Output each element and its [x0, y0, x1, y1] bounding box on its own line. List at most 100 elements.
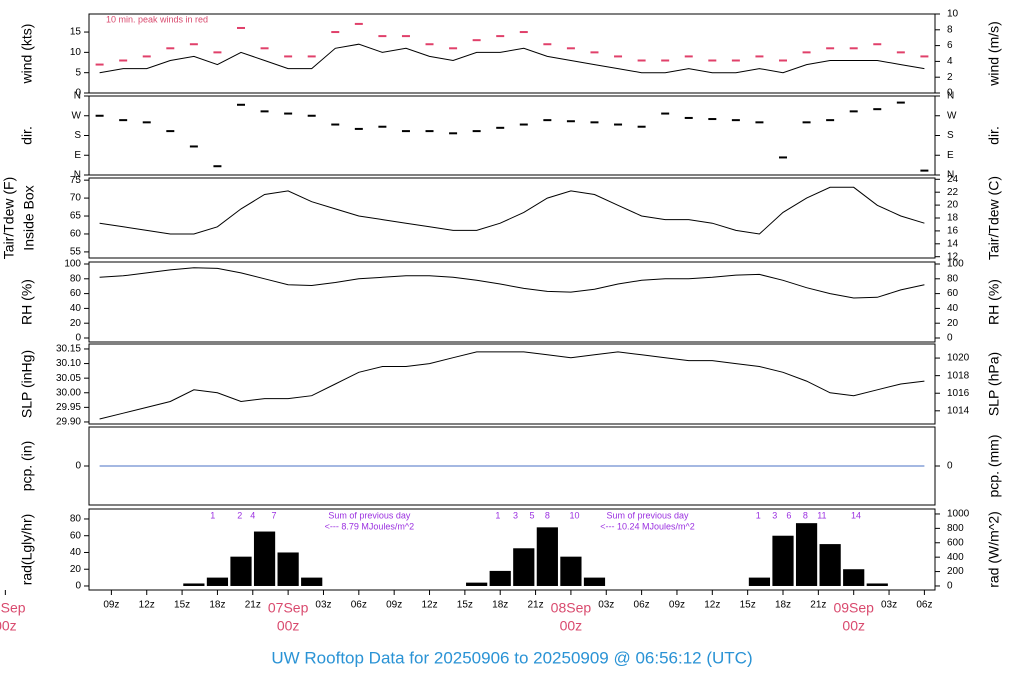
panel-frame [88, 261, 936, 343]
y-tick-label: W [72, 110, 82, 121]
y-tick-label: 30.15 [56, 344, 81, 355]
bar [748, 577, 771, 586]
y-tick-label: 30.00 [56, 387, 81, 398]
y-tick-label: 65 [70, 211, 82, 222]
panel-frame [88, 508, 936, 591]
y-tick-label: 100 [64, 259, 81, 270]
y2-axis-label: RH (%) [986, 279, 1002, 325]
day-hour-label: 00z [277, 618, 300, 634]
y-axis-label: dir. [19, 126, 35, 145]
y2-tick-label: 1016 [947, 388, 970, 399]
day-label: 06Sep [0, 600, 26, 616]
y-tick-label: 0 [75, 333, 81, 344]
bar [277, 552, 299, 586]
y2-axis-label: rad (W/m^2) [986, 511, 1002, 588]
y-axis-label: pcp. (in) [19, 441, 35, 492]
y2-tick-label: 40 [947, 303, 959, 314]
y2-tick-label: 100 [947, 259, 964, 270]
y2-tick-label: 6 [947, 40, 953, 51]
bar [843, 569, 865, 586]
x-tick-label: 03z [598, 600, 614, 611]
hour-marker: 1 [495, 510, 500, 520]
hour-marker: 1 [756, 510, 761, 520]
y2-tick-label: 24 [947, 174, 959, 185]
y-tick-label: 20 [70, 564, 82, 575]
x-tick-label: 09z [386, 600, 402, 611]
y2-tick-label: 0 [947, 88, 953, 99]
y2-tick-label: 20 [947, 200, 959, 211]
x-tick-label: 03z [881, 600, 897, 611]
y2-tick-label: 60 [947, 288, 959, 299]
y2-tick-label: 10 [947, 9, 959, 20]
bar [206, 577, 229, 586]
data-line [99, 186, 925, 235]
bar [772, 535, 794, 586]
x-tick-label: 06z [351, 600, 367, 611]
bar [560, 556, 582, 586]
bar [583, 577, 606, 586]
chart-title: UW Rooftop Data for 20250906 to 20250909… [271, 648, 752, 667]
y2-tick-label: E [947, 150, 954, 161]
y-tick-label: N [74, 170, 81, 181]
annotation: <--- 8.79 MJoules/m^2 [325, 521, 415, 531]
day-hour-label: 00z [842, 618, 865, 634]
y-axis-label: wind (kts) [19, 24, 35, 85]
x-tick-label: 09z [103, 600, 119, 611]
y-axis-label: RH (%) [19, 279, 35, 325]
x-tick-label: 21z [245, 600, 261, 611]
y2-tick-label: 4 [947, 56, 953, 67]
y-tick-label: 80 [70, 273, 82, 284]
y-tick-label: S [74, 130, 81, 141]
x-tick-label: 12z [421, 600, 437, 611]
y2-tick-label: 8 [947, 24, 953, 35]
y-tick-label: 30.05 [56, 373, 81, 384]
panel-frame [88, 343, 936, 425]
y2-tick-label: N [947, 170, 954, 181]
y-tick-label: 60 [70, 288, 82, 299]
bar [795, 523, 818, 586]
y-axis-label: Inside Box [21, 185, 37, 250]
x-tick-label: 12z [704, 600, 720, 611]
y-tick-label: 75 [70, 175, 82, 186]
y-tick-label: 60 [70, 530, 82, 541]
day-label: 09Sep [833, 600, 874, 616]
y2-tick-label: 200 [947, 566, 964, 577]
y2-tick-label: 1020 [947, 353, 970, 364]
y-axis-label: rad(Lgly/hr) [19, 514, 35, 586]
hour-marker: 5 [530, 510, 535, 520]
hour-marker: 10 [569, 510, 579, 520]
hour-marker: 8 [545, 510, 550, 520]
y2-tick-label: 16 [947, 226, 959, 237]
hour-marker: 7 [271, 510, 276, 520]
hour-marker: 4 [250, 510, 255, 520]
x-tick-label: 06z [634, 600, 650, 611]
y2-tick-label: 14 [947, 238, 959, 249]
hour-marker: 1 [210, 510, 215, 520]
y-tick-label: 60 [70, 229, 82, 240]
y-tick-label: 29.95 [56, 402, 81, 413]
y-tick-label: 0 [75, 88, 81, 99]
day-hour-label: 00z [560, 618, 583, 634]
y2-axis-label: SLP (hPa) [986, 352, 1002, 416]
x-tick-label: 15z [740, 600, 756, 611]
y2-tick-label: 1018 [947, 370, 970, 381]
bar [819, 544, 841, 586]
bar [513, 548, 535, 586]
y-axis-label: SLP (inHg) [19, 350, 35, 418]
y-axis-label: Tair/Tdew (F) [1, 177, 17, 259]
hour-marker: 14 [851, 510, 861, 520]
y-tick-label: 40 [70, 547, 82, 558]
x-tick-label: 21z [528, 600, 544, 611]
hour-marker: 3 [513, 510, 518, 520]
y2-tick-label: 1000 [947, 509, 970, 520]
y-tick-label: 5 [75, 67, 81, 78]
day-label: 08Sep [551, 600, 592, 616]
y2-tick-label: W [947, 110, 957, 121]
annotation: Sum of previous day [606, 510, 689, 520]
annotation: 10 min. peak winds in red [106, 14, 208, 24]
y2-tick-label: 80 [947, 273, 959, 284]
hour-marker: 3 [772, 510, 777, 520]
hour-marker: 8 [803, 510, 808, 520]
annotation: Sum of previous day [328, 510, 411, 520]
y-tick-label: 15 [70, 27, 82, 38]
